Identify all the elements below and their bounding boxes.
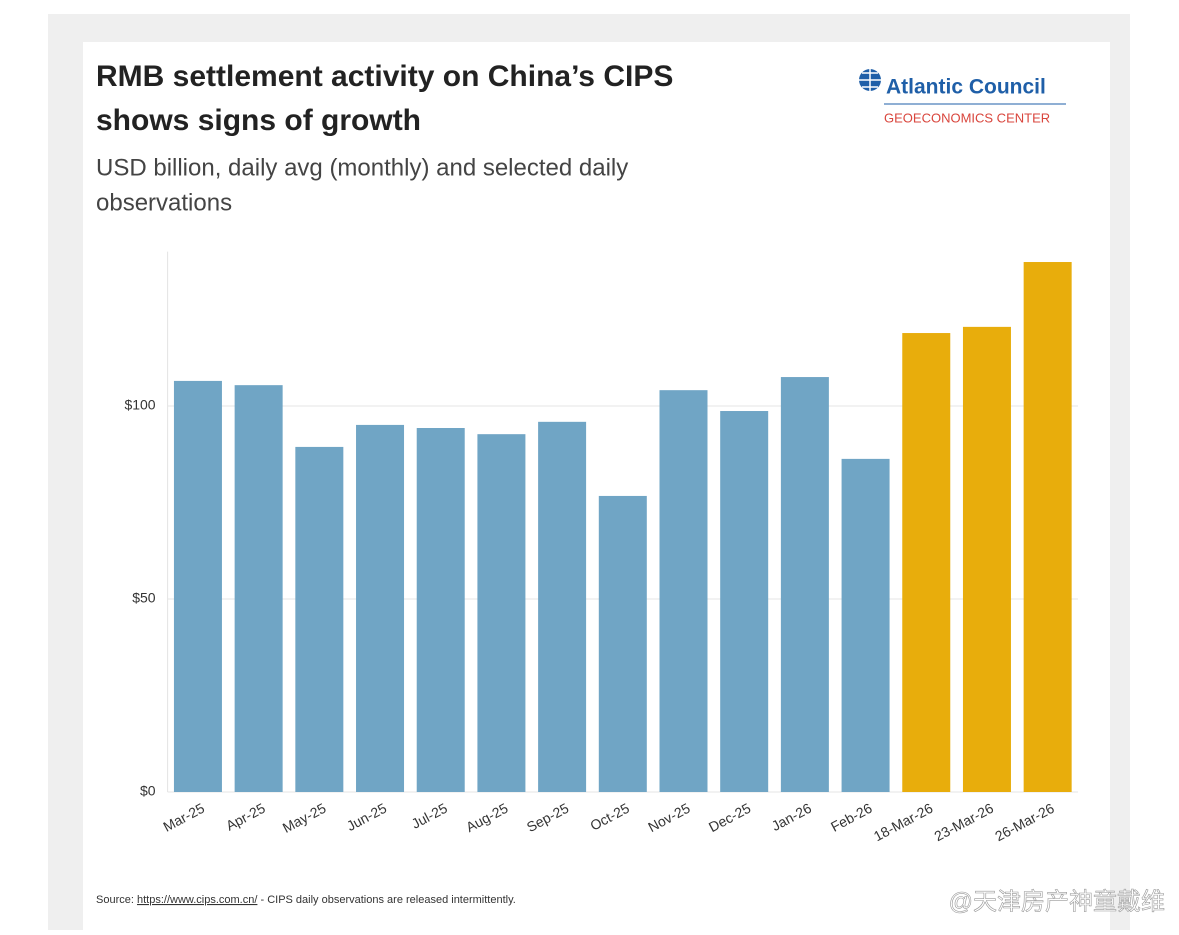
logo-unit: GEOECONOMICS CENTER xyxy=(884,110,1050,125)
bar xyxy=(538,421,587,792)
bar xyxy=(659,390,708,792)
bar xyxy=(1023,262,1072,793)
bar xyxy=(234,385,283,792)
source: Source: https://www.cips.com.cn/ - CIPS … xyxy=(96,894,516,906)
logo-name: Atlantic Council xyxy=(886,76,1046,99)
y-tick-label: $50 xyxy=(132,590,156,606)
bar xyxy=(902,333,951,792)
chart-subtitle: USD billion, daily avg (monthly) and sel… xyxy=(96,154,628,181)
bar xyxy=(841,458,890,792)
source-link[interactable]: https://www.cips.com.cn/ xyxy=(137,894,258,906)
bar xyxy=(720,411,769,792)
y-tick-label: $100 xyxy=(124,397,155,413)
bar xyxy=(295,446,344,792)
y-tick-label: $0 xyxy=(140,783,156,799)
source-note: - CIPS daily observations are released i… xyxy=(260,894,515,906)
logo: Atlantic Council GEOECONOMICS CENTER xyxy=(859,69,1066,125)
bar xyxy=(173,380,222,792)
chart-title: shows signs of growth xyxy=(96,104,421,137)
bar xyxy=(477,434,526,792)
bar xyxy=(780,377,829,792)
chart-title: RMB settlement activity on China’s CIPS xyxy=(96,60,673,93)
watermark: @天津房产神童戴维 xyxy=(949,888,1165,915)
bar xyxy=(598,495,647,792)
chart-subtitle: observations xyxy=(96,189,232,216)
source-prefix: Source: xyxy=(96,894,134,906)
bar xyxy=(962,326,1011,792)
bar xyxy=(416,428,465,792)
bar xyxy=(356,424,405,792)
logo-globe-lines xyxy=(859,69,881,91)
